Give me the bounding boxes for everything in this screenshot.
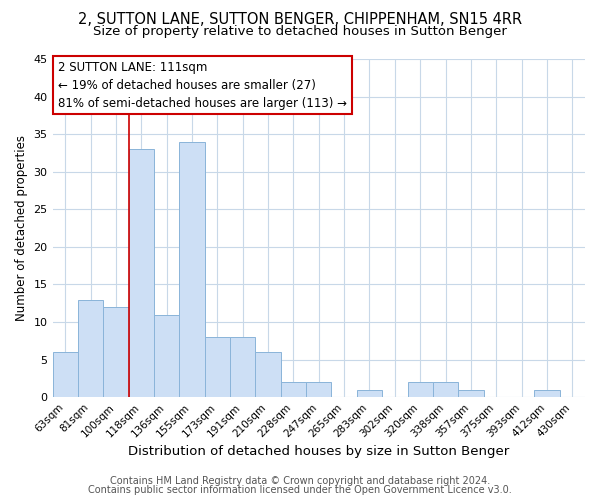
Bar [281, 382, 306, 397]
Text: Contains HM Land Registry data © Crown copyright and database right 2024.: Contains HM Land Registry data © Crown c… [110, 476, 490, 486]
Bar [78, 300, 103, 397]
Y-axis label: Number of detached properties: Number of detached properties [15, 135, 28, 321]
Text: Size of property relative to detached houses in Sutton Benger: Size of property relative to detached ho… [93, 25, 507, 38]
Bar [154, 314, 179, 397]
Text: Contains public sector information licensed under the Open Government Licence v3: Contains public sector information licen… [88, 485, 512, 495]
Bar [407, 382, 433, 397]
Bar [306, 382, 331, 397]
Bar [53, 352, 78, 397]
Bar [433, 382, 458, 397]
Bar [534, 390, 560, 397]
Bar [357, 390, 382, 397]
Bar [458, 390, 484, 397]
Text: 2 SUTTON LANE: 111sqm
← 19% of detached houses are smaller (27)
81% of semi-deta: 2 SUTTON LANE: 111sqm ← 19% of detached … [58, 60, 347, 110]
Bar [256, 352, 281, 397]
Bar [103, 307, 128, 397]
Bar [128, 149, 154, 397]
Bar [179, 142, 205, 397]
Bar [230, 337, 256, 397]
X-axis label: Distribution of detached houses by size in Sutton Benger: Distribution of detached houses by size … [128, 444, 509, 458]
Bar [205, 337, 230, 397]
Text: 2, SUTTON LANE, SUTTON BENGER, CHIPPENHAM, SN15 4RR: 2, SUTTON LANE, SUTTON BENGER, CHIPPENHA… [78, 12, 522, 28]
